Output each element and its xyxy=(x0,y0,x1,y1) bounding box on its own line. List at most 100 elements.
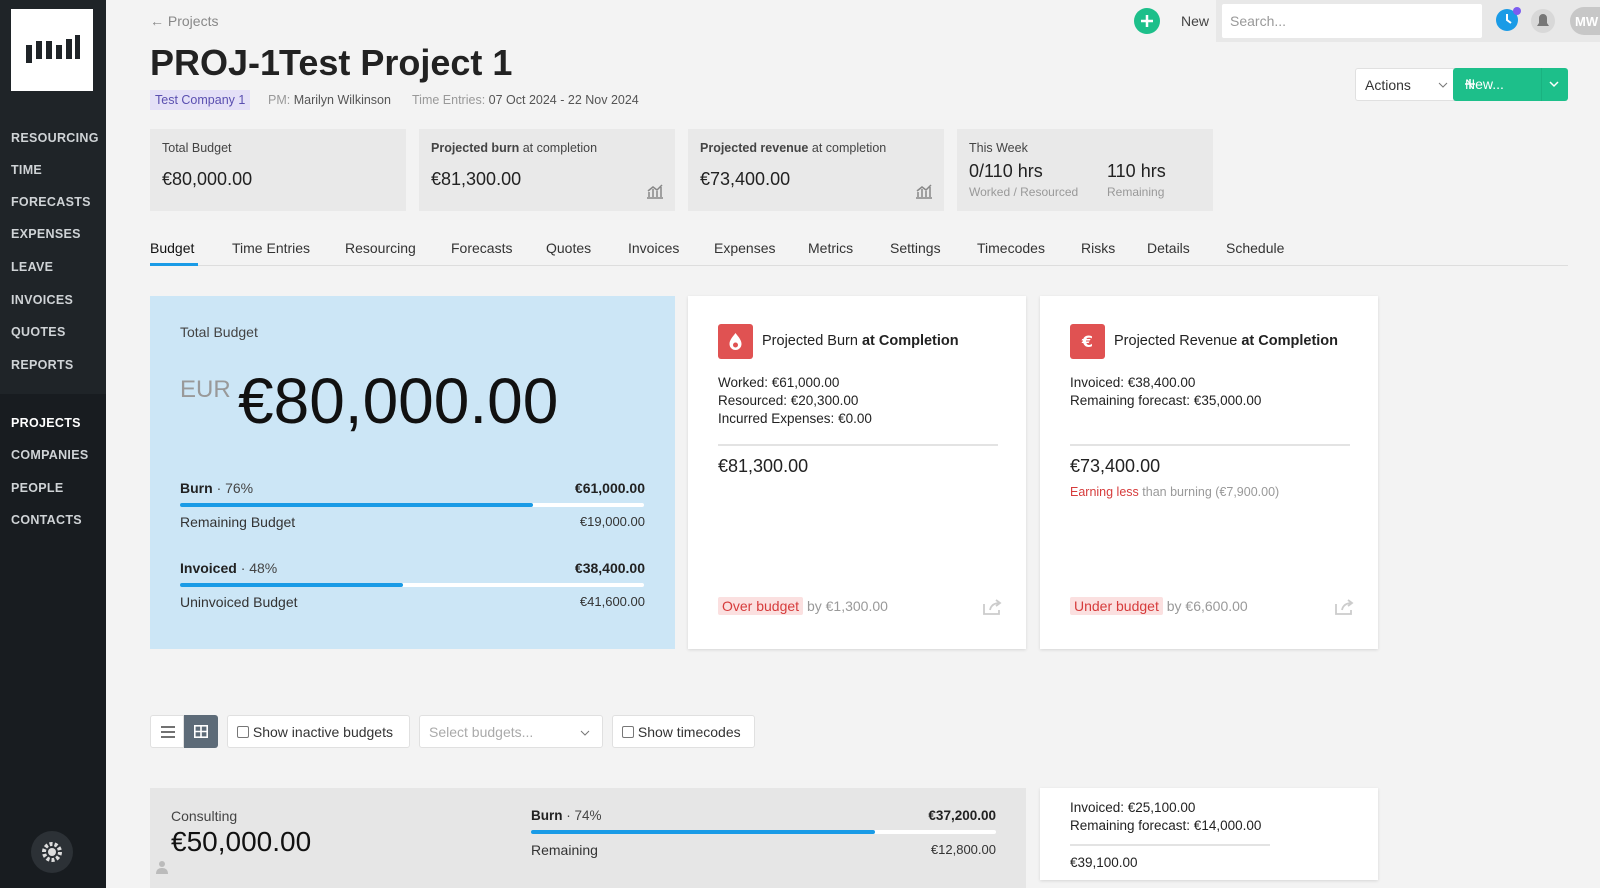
summary-label: Total Budget xyxy=(162,141,232,155)
tab[interactable]: Budget xyxy=(150,240,195,256)
list-view-button[interactable] xyxy=(150,715,184,748)
budget-select[interactable]: Select budgets... xyxy=(419,715,603,748)
tab[interactable]: Resourcing xyxy=(345,240,416,256)
warning-note: than burning (€7,900.00) xyxy=(1142,485,1280,499)
tab[interactable]: Risks xyxy=(1081,240,1116,256)
summary-label: Projected revenue at completion xyxy=(700,141,886,155)
nav-item[interactable]: EXPENSES xyxy=(11,227,81,241)
tab[interactable]: Details xyxy=(1147,240,1190,256)
summary-card: Projected burn at completion €81,300.00 xyxy=(419,129,675,211)
forecast-lines: Invoiced: €25,100.00 Remaining forecast: … xyxy=(1070,799,1261,835)
week-value: 110 hrs xyxy=(1107,161,1166,181)
tab-rule xyxy=(150,265,1568,266)
checkbox[interactable] xyxy=(237,726,249,738)
progress-track xyxy=(531,830,996,834)
row-name: Invoiced xyxy=(180,560,237,576)
tab[interactable]: Timecodes xyxy=(977,240,1045,256)
tab[interactable]: Schedule xyxy=(1226,240,1285,256)
rest-amount: €12,800.00 xyxy=(930,842,996,857)
nav-item[interactable]: QUOTES xyxy=(11,325,66,339)
card-lines: Invoiced: €38,400.00 Remaining forecast: … xyxy=(1070,374,1261,410)
budget-name: Consulting xyxy=(171,808,238,824)
nav-item[interactable]: PEOPLE xyxy=(11,481,64,495)
new-button-label: New... xyxy=(1465,76,1504,92)
summary-value: €81,300.00 xyxy=(431,169,522,189)
new-icon[interactable] xyxy=(1134,8,1160,34)
tab[interactable]: Time Entries xyxy=(232,240,311,256)
pm-label: PM: xyxy=(268,93,291,107)
grid-view-button[interactable] xyxy=(184,715,218,748)
forecast-line: Invoiced: €25,100.00 xyxy=(1070,800,1196,815)
rest-label: Remaining xyxy=(531,842,598,858)
tab[interactable]: Invoices xyxy=(628,240,680,256)
settings-button[interactable] xyxy=(31,831,73,873)
warning-row: Earning less than burning (€7,900.00) xyxy=(1070,485,1279,499)
company-tag[interactable]: Test Company 1 xyxy=(150,90,251,110)
tab[interactable]: Expenses xyxy=(714,240,776,256)
badge-note: by €1,300.00 xyxy=(806,598,888,614)
summary-card: Projected revenue at completion €73,400.… xyxy=(688,129,944,211)
share-icon[interactable] xyxy=(982,598,1004,616)
summary-label: Projected burn at completion xyxy=(431,141,597,155)
burn-icon xyxy=(718,324,753,359)
summary-card: This Week 0/110 hrs Worked / Resourced 1… xyxy=(957,129,1213,211)
divider xyxy=(1070,844,1270,846)
nav-item[interactable]: REPORTS xyxy=(11,358,74,372)
progress-fill xyxy=(531,830,876,834)
card-title: Projected Burn at Completion xyxy=(762,333,959,349)
nav-item[interactable]: FORECASTS xyxy=(11,195,91,209)
chart-icon[interactable] xyxy=(646,183,664,199)
person-icon xyxy=(156,861,168,874)
avatar[interactable]: MW xyxy=(1570,7,1600,35)
card-badge-row: Over budget by €1,300.00 xyxy=(718,597,888,615)
nav-item[interactable]: INVOICES xyxy=(11,293,74,307)
share-icon[interactable] xyxy=(1334,598,1356,616)
row-rest-label: Uninvoiced Budget xyxy=(180,594,298,610)
nav-item[interactable]: CONTACTS xyxy=(11,513,82,527)
nav-item[interactable]: TIME xyxy=(11,163,43,177)
nav-item[interactable]: PROJECTS xyxy=(11,416,81,430)
row-rest-label: Remaining Budget xyxy=(180,514,296,530)
nav-item[interactable]: RESOURCING xyxy=(11,131,99,145)
tab[interactable]: Quotes xyxy=(546,240,592,256)
revenue-icon: € xyxy=(1070,324,1105,359)
badge: Over budget xyxy=(718,597,804,615)
checkbox[interactable] xyxy=(622,726,634,738)
actions-button[interactable]: Actions xyxy=(1355,68,1459,101)
inactive-toggle[interactable]: Show inactive budgets xyxy=(227,715,410,748)
summary-label: This Week xyxy=(969,141,1028,155)
tab[interactable]: Settings xyxy=(890,240,941,256)
nav-item[interactable]: COMPANIES xyxy=(11,448,89,462)
inactive-label: Show inactive budgets xyxy=(252,724,393,740)
budget-burn-label: Burn · 74% xyxy=(531,808,602,823)
budget-row: Consulting €50,000.00 Burn · 74% €37,200… xyxy=(150,788,1026,888)
forecast-line: Remaining forecast: €14,000.00 xyxy=(1070,818,1262,833)
chart-icon[interactable] xyxy=(915,183,933,199)
card-line: Remaining forecast: €35,000.00 xyxy=(1070,393,1262,408)
card-title: Projected Revenue at Completion xyxy=(1114,333,1338,349)
tab[interactable]: Forecasts xyxy=(451,240,513,256)
timecodes-toggle[interactable]: Show timecodes xyxy=(612,715,755,748)
card-line: Worked: €61,000.00 xyxy=(718,375,840,390)
summary-label-rest: at completion xyxy=(811,141,887,155)
card-total: €73,400.00 xyxy=(1070,456,1161,476)
logo xyxy=(11,9,93,91)
card-lines: Worked: €61,000.00 Resourced: €20,300.00 I… xyxy=(718,374,872,428)
divider xyxy=(1070,444,1350,446)
tab[interactable]: Metrics xyxy=(808,240,854,256)
budget-amount: €80,000.00 xyxy=(238,365,559,437)
card-total: €81,300.00 xyxy=(718,456,809,476)
back-link[interactable]: ← Projects xyxy=(150,13,219,29)
row-amount: €61,000.00 xyxy=(574,480,645,496)
time-range: 07 Oct 2024 - 22 Nov 2024 xyxy=(488,93,639,107)
progress-fill xyxy=(180,503,533,507)
new-link[interactable]: New xyxy=(1181,13,1210,29)
warning: Earning less xyxy=(1070,485,1139,499)
nav-item[interactable]: LEAVE xyxy=(11,260,54,274)
budget-forecast: Invoiced: €25,100.00 Remaining forecast: … xyxy=(1040,788,1378,880)
search-input[interactable]: Search... xyxy=(1222,4,1482,38)
row-rest: €41,600.00 xyxy=(579,594,645,609)
card-line: Resourced: €20,300.00 xyxy=(718,393,859,408)
